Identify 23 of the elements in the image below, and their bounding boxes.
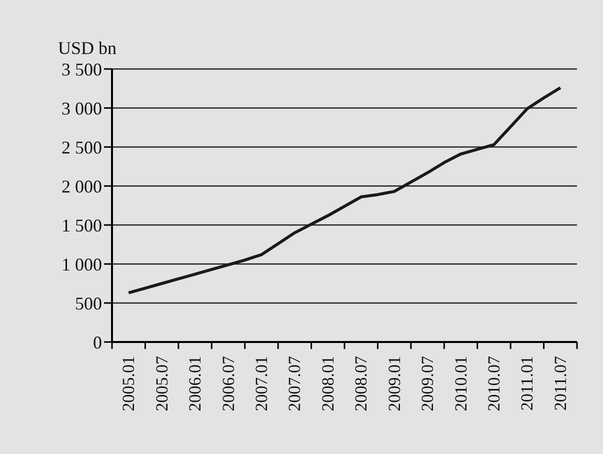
x-tick-label: 2011.07 <box>550 356 570 411</box>
y-tick-label: 2 500 <box>62 137 102 158</box>
x-tick-label: 2008.07 <box>352 356 371 412</box>
x-tick-label: 2011.01 <box>518 356 537 411</box>
x-tick-label: 2005.01 <box>119 356 138 412</box>
y-tick-label: 1 500 <box>62 215 102 236</box>
y-tick-label: 1 000 <box>62 254 102 274</box>
y-tick-label: 0 <box>93 332 102 352</box>
x-tick-label: 2006.07 <box>218 356 238 412</box>
x-tick-label: 2009.07 <box>418 356 438 412</box>
x-tick-label: 2006.01 <box>186 356 205 412</box>
y-tick-label: 3 000 <box>62 98 102 118</box>
y-tick-label: 500 <box>75 293 102 314</box>
x-tick-label: 2007.07 <box>285 356 304 412</box>
y-axis-title: USD bn <box>58 38 117 59</box>
x-tick-label: 2007.01 <box>252 356 271 412</box>
y-tick-label: 3 500 <box>62 59 102 80</box>
x-tick-label: 2005.07 <box>152 356 172 412</box>
x-tick-label: 2009.01 <box>384 356 404 412</box>
x-tick-label: 2008.01 <box>318 356 338 412</box>
y-tick-label: 2 000 <box>62 176 102 196</box>
x-tick-label: 2010.07 <box>484 356 504 412</box>
x-tick-label: 2010.01 <box>451 356 470 412</box>
